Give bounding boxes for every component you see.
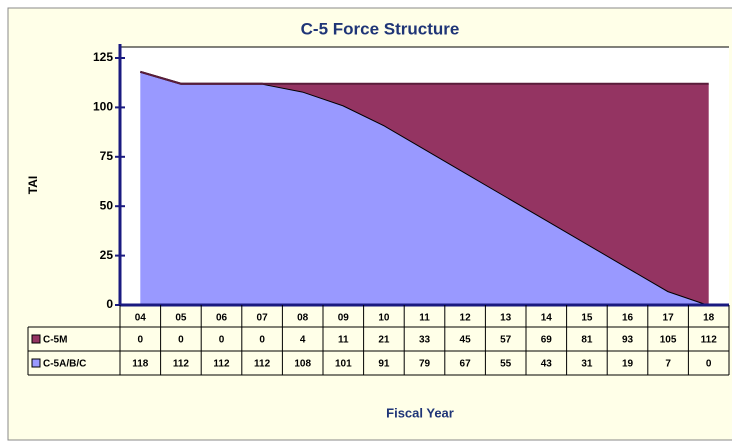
table-cell: 112 (701, 335, 718, 346)
x-tick-label: 08 (297, 313, 309, 324)
area (140, 71, 709, 305)
table-cell: 91 (378, 359, 390, 370)
x-tick-label: 15 (581, 313, 593, 324)
y-tick-label: 100 (93, 100, 113, 114)
chart-title: C-5 Force Structure (301, 19, 460, 38)
x-axis-label: Fiscal Year (386, 405, 454, 420)
table-cell: 69 (541, 335, 553, 346)
table-cell: 112 (213, 359, 230, 370)
table-cell: 19 (622, 359, 634, 370)
legend-swatch (31, 358, 41, 368)
x-tick-label: 16 (622, 313, 634, 324)
area-edge (140, 70, 709, 85)
y-tick-label: 125 (93, 50, 113, 64)
table-cell: 118 (132, 359, 149, 370)
y-axis-label: TAI (26, 176, 40, 194)
table-cell: 0 (178, 335, 184, 346)
x-tick-label: 12 (460, 313, 472, 324)
table-cell: 33 (419, 335, 431, 346)
table-cell: 67 (460, 359, 472, 370)
table-cell: 21 (378, 335, 390, 346)
x-tick-label: 13 (500, 313, 512, 324)
table-cell: 79 (419, 359, 431, 370)
table-cell: 45 (460, 335, 472, 346)
table-cell: 55 (500, 359, 512, 370)
x-tick-label: 06 (216, 313, 228, 324)
area (140, 71, 709, 305)
legend-swatch (31, 334, 41, 344)
table-cell: 105 (660, 335, 677, 346)
table-cell: 112 (254, 359, 271, 370)
table-cell: 0 (706, 359, 712, 370)
table-cell: 81 (581, 335, 593, 346)
table-cell: 11 (338, 335, 349, 346)
y-tick-label: 0 (106, 297, 113, 311)
x-tick-label: 11 (419, 313, 430, 324)
table-cell: 7 (665, 359, 671, 370)
x-tick-label: 09 (338, 313, 350, 324)
table-cell: 4 (300, 335, 306, 346)
x-tick-label: 05 (175, 313, 187, 324)
legend-label: C-5M (43, 335, 67, 346)
y-tick-label: 25 (100, 248, 114, 262)
table-cell: 0 (219, 335, 225, 346)
table-cell: 112 (173, 359, 190, 370)
x-tick-label: 07 (257, 313, 269, 324)
table-cell: 0 (259, 335, 265, 346)
x-tick-label: 17 (663, 313, 675, 324)
x-tick-label: 14 (541, 313, 553, 324)
x-tick-label: 04 (135, 313, 147, 324)
y-tick-label: 50 (100, 198, 114, 212)
table-cell: 43 (541, 359, 553, 370)
y-tick-label: 75 (100, 149, 114, 163)
x-tick-label: 10 (378, 313, 390, 324)
table-cell: 0 (138, 335, 144, 346)
legend-label: C-5A/B/C (43, 359, 86, 370)
table-cell: 101 (335, 359, 352, 370)
table-cell: 31 (581, 359, 593, 370)
table-cell: 57 (500, 335, 512, 346)
table-cell: 108 (294, 359, 311, 370)
x-tick-label: 18 (703, 313, 715, 324)
table-cell: 93 (622, 335, 634, 346)
